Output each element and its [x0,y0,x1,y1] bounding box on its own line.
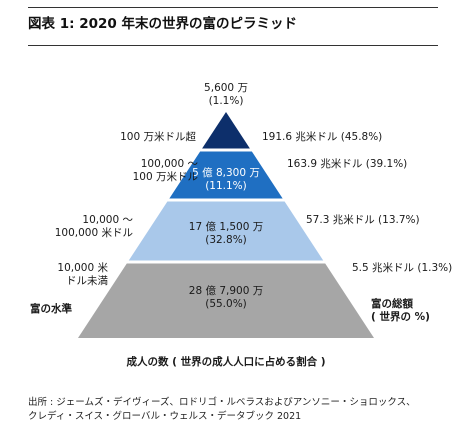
wealth-band-top-text: 100 万米ドル超 [120,131,196,143]
tier2-adult-share: (32.8%) [205,234,247,246]
tier3-adults-label: 28 億 7,900 万 (55.0%) [189,285,263,311]
wealth-band-lower-middle-line1: 10,000 ～ [82,214,133,226]
source-note: 出所 : ジェームズ・デイヴィーズ、ロドリゴ・ルベラスおよびアンソニー・ショロッ… [28,396,416,424]
total-wealth-lower-middle: 57.3 兆米ドル (13.7%) [306,214,420,226]
wealth-band-upper-middle-line2: 100 万米ドル [132,171,198,183]
tier2-adults: 17 億 1,500 万 [188,221,264,233]
total-wealth-top: 191.6 兆米ドル (45.8%) [262,131,383,143]
tier1-adults-label: 5 億 8,300 万 (11.1%) [192,167,260,193]
top-tier-adults-label: 5,600 万 (1.1%) [204,82,248,108]
top-tier-adult-share: (1.1%) [208,95,244,107]
wealth-band-top: 100 万米ドル超 [120,131,196,144]
right-axis-label-line1: 富の総額 [371,298,413,310]
top-rule [28,7,438,8]
pyramid-tier-upper-middle [169,151,283,199]
wealth-band-base-line2: ドル未満 [66,275,108,287]
wealth-band-lower-middle-line2: 100,000 米ドル [54,227,133,239]
tier3-adult-share: (55.0%) [205,298,247,310]
right-axis-label-line2: ( 世界の %) [371,311,430,323]
figure-title: 図表 1: 2020 年末の世界の富のピラミッド [28,16,297,32]
wealth-band-base-line1: 10,000 米 [57,262,108,274]
source-line2: クレディ・スイス・グローバル・ウェルス・データブック 2021 [28,411,302,422]
pyramid-tier-base [78,263,374,338]
total-wealth-upper-middle: 163.9 兆米ドル (39.1%) [287,158,408,170]
tier1-adults: 5 億 8,300 万 [192,167,260,179]
wealth-band-lower-middle: 10,000 ～ 100,000 米ドル [55,214,133,240]
wealth-band-upper-middle: 100,000 ～ 100 万米ドル [133,158,198,184]
pyramid-tier-lower-middle [128,201,324,261]
total-wealth-base: 5.5 兆米ドル (1.3%) [352,262,453,274]
left-axis-label: 富の水準 [30,303,72,315]
tier1-adult-share: (11.1%) [205,180,247,192]
tier3-adults: 28 億 7,900 万 [188,285,264,297]
source-line1: 出所 : ジェームズ・デイヴィーズ、ロドリゴ・ルベラスおよびアンソニー・ショロッ… [28,397,416,408]
top-tier-adults: 5,600 万 [204,82,248,94]
wealth-band-base: 10,000 米 ドル未満 [57,262,108,288]
wealth-band-upper-middle-line1: 100,000 ～ [140,158,198,170]
tier2-adults-label: 17 億 1,500 万 (32.8%) [189,221,263,247]
right-axis-label: 富の総額 ( 世界の %) [371,298,430,324]
x-axis-label: 成人の数 ( 世界の成人人口に占める割合 ) [126,356,326,368]
pyramid-tier-top [202,112,250,149]
title-rule [28,45,438,46]
